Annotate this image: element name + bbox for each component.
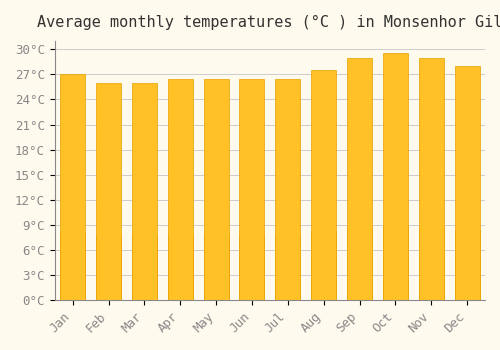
Bar <box>454 230 479 300</box>
Bar <box>240 78 264 300</box>
Bar <box>96 235 121 300</box>
Bar <box>347 58 372 300</box>
Bar <box>96 83 121 300</box>
Bar <box>418 228 444 300</box>
Bar <box>383 54 408 300</box>
Bar <box>275 234 300 300</box>
Bar <box>240 234 264 300</box>
Bar <box>383 226 408 300</box>
Bar <box>204 78 229 300</box>
Bar <box>275 78 300 300</box>
Bar <box>132 235 157 300</box>
Bar <box>204 234 229 300</box>
Bar <box>168 234 193 300</box>
Bar <box>132 83 157 300</box>
Bar <box>311 70 336 300</box>
Bar <box>168 78 193 300</box>
Bar <box>311 231 336 300</box>
Bar <box>418 58 444 300</box>
Bar <box>60 74 85 300</box>
Bar <box>347 228 372 300</box>
Bar <box>454 66 479 300</box>
Bar <box>60 232 85 300</box>
Title: Average monthly temperatures (°C ) in Monsenhor Gil: Average monthly temperatures (°C ) in Mo… <box>37 15 500 30</box>
